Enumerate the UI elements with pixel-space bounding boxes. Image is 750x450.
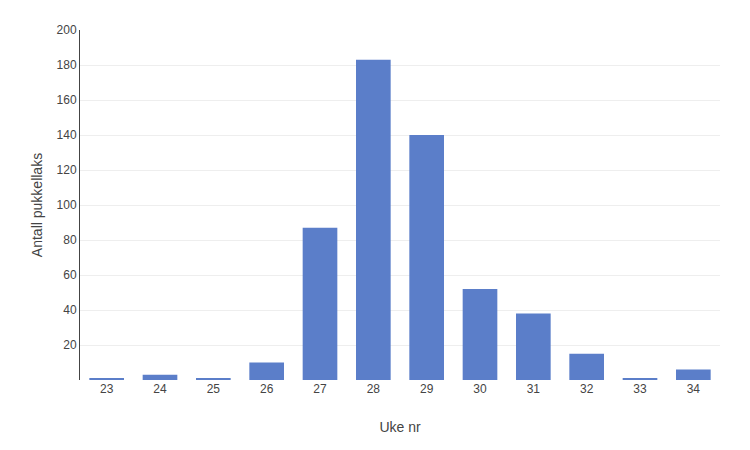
svg-text:30: 30 (473, 382, 487, 396)
svg-text:80: 80 (63, 233, 77, 247)
svg-text:200: 200 (57, 23, 77, 37)
svg-text:180: 180 (57, 58, 77, 72)
svg-text:26: 26 (260, 382, 274, 396)
svg-text:Antall pukkellaks: Antall pukkellaks (29, 153, 45, 257)
svg-text:32: 32 (580, 382, 594, 396)
svg-text:25: 25 (207, 382, 221, 396)
svg-text:Uke nr: Uke nr (379, 419, 421, 435)
svg-text:60: 60 (63, 268, 77, 282)
svg-text:120: 120 (57, 163, 77, 177)
svg-text:34: 34 (687, 382, 701, 396)
svg-text:160: 160 (57, 93, 77, 107)
svg-text:27: 27 (313, 382, 327, 396)
svg-text:29: 29 (420, 382, 434, 396)
svg-text:100: 100 (57, 198, 77, 212)
svg-text:28: 28 (367, 382, 381, 396)
svg-text:20: 20 (63, 338, 77, 352)
svg-text:33: 33 (633, 382, 647, 396)
svg-text:31: 31 (527, 382, 541, 396)
svg-text:140: 140 (57, 128, 77, 142)
svg-text:24: 24 (153, 382, 167, 396)
svg-text:23: 23 (100, 382, 114, 396)
svg-text:40: 40 (63, 303, 77, 317)
